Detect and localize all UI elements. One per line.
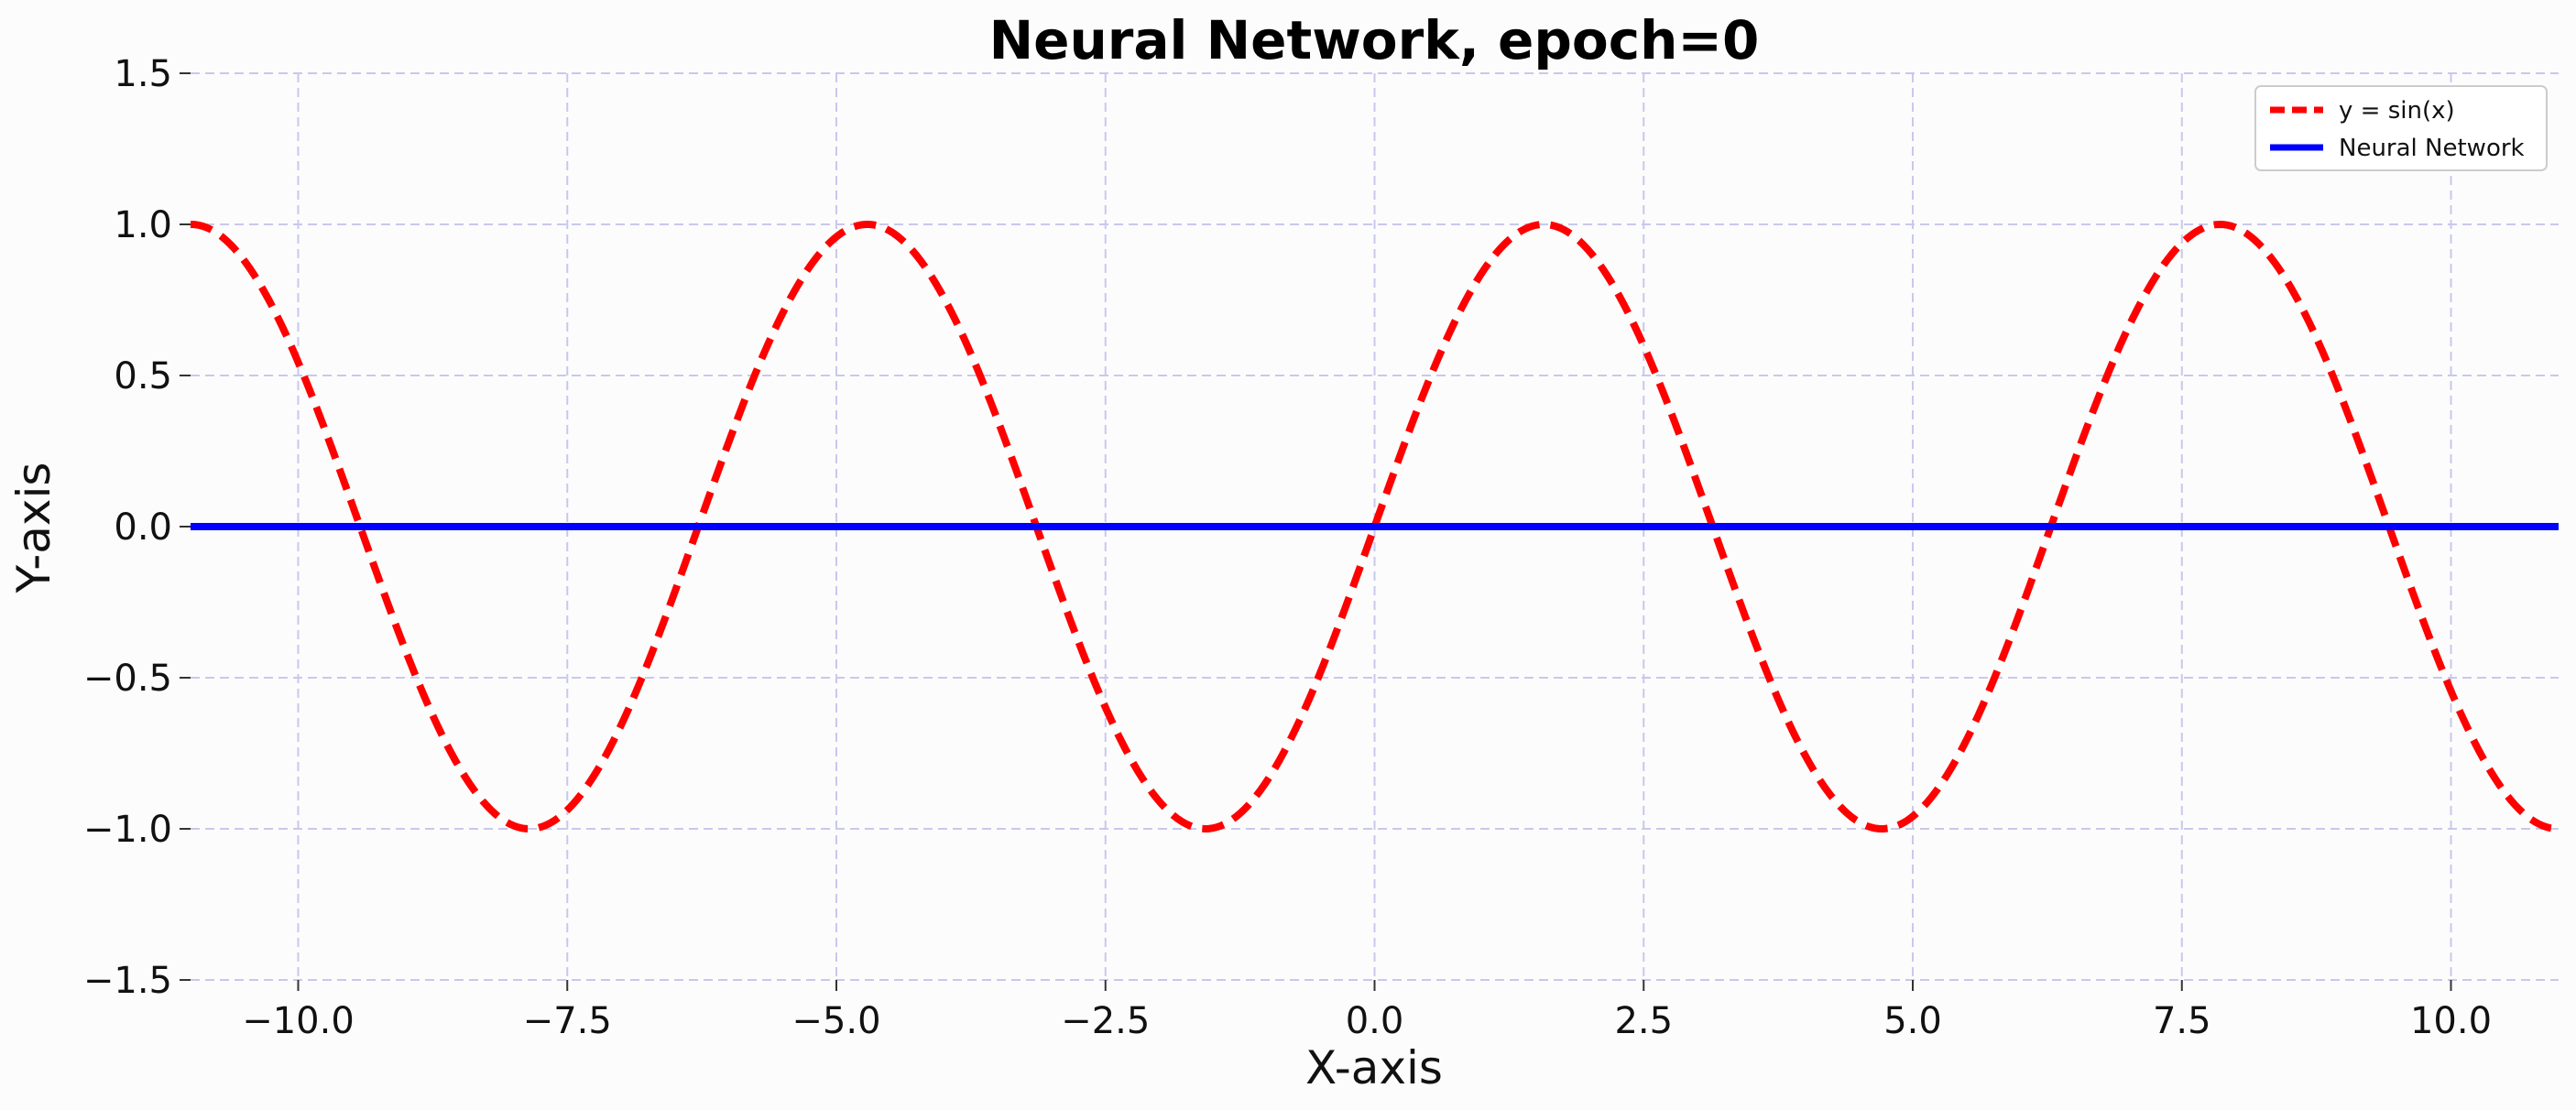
y-axis-label: Y-axis bbox=[7, 462, 60, 594]
y-tick-label: −1.0 bbox=[83, 809, 172, 851]
grid bbox=[191, 72, 2559, 981]
legend-label-neural-network: Neural Network bbox=[2339, 135, 2525, 162]
legend-box bbox=[2254, 85, 2548, 171]
x-tick-label: −2.5 bbox=[1061, 1000, 1150, 1042]
x-tick-label: 5.0 bbox=[1883, 1000, 1942, 1042]
x-tick-label: 2.5 bbox=[1614, 1000, 1673, 1042]
y-tick-label: 0.5 bbox=[114, 355, 172, 397]
x-tick-label: 7.5 bbox=[2153, 1000, 2211, 1042]
x-tick-label: 0.0 bbox=[1346, 1000, 1404, 1042]
x-tick-label: 10.0 bbox=[2410, 1000, 2492, 1042]
axis-ticks: −1.5 −1.0 −0.5 0.0 0.5 1.0 1.5 −10.0 −7.5 −5.0 −2.… bbox=[83, 53, 2492, 1042]
x-tick-label: −7.5 bbox=[523, 1000, 612, 1042]
series-line-sin bbox=[190, 221, 2560, 832]
series-layer bbox=[190, 221, 2560, 832]
y-tick-label: 1.5 bbox=[114, 53, 172, 95]
x-tick-label: −5.0 bbox=[791, 1000, 880, 1042]
y-tick-label: 1.0 bbox=[114, 204, 172, 246]
chart-title: Neural Network, epoch=0 bbox=[989, 9, 1760, 71]
legend: y = sin(x) Neural Network bbox=[2254, 85, 2548, 171]
x-tick-label: −10.0 bbox=[242, 1000, 355, 1042]
y-tick-label: 0.0 bbox=[114, 506, 172, 549]
x-axis-label: X-axis bbox=[1305, 1041, 1443, 1094]
y-tick-label: −1.5 bbox=[83, 960, 172, 1002]
legend-label-sin: y = sin(x) bbox=[2339, 97, 2455, 125]
y-tick-label: −0.5 bbox=[83, 658, 172, 700]
